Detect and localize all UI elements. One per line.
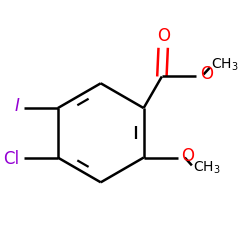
Text: O: O	[182, 147, 194, 165]
Text: CH$_3$: CH$_3$	[212, 56, 239, 73]
Text: Cl: Cl	[3, 150, 19, 168]
Text: O: O	[200, 66, 213, 84]
Text: I: I	[14, 97, 19, 115]
Text: CH$_3$: CH$_3$	[193, 160, 221, 176]
Text: O: O	[157, 27, 170, 45]
